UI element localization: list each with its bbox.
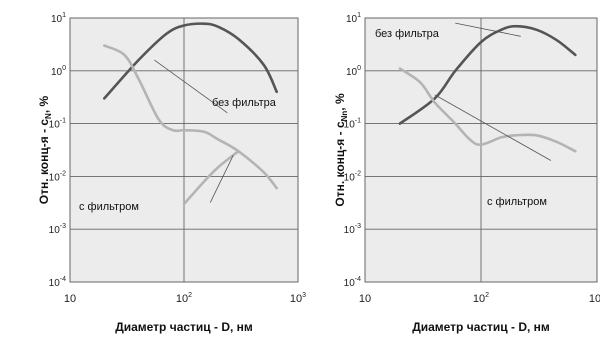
y-tick-label: 101 [51,12,66,25]
series-line-without-filter [103,22,278,100]
x-axis-label-left: Диаметр частиц - D, нм [115,320,253,334]
y-tick-label: 10-4 [49,276,66,289]
annotation-without-filter: без фильтра [375,28,440,40]
series-right [398,24,577,153]
series-line-without-filter [398,24,577,125]
y-tick-label: 10-4 [344,276,361,289]
series-line-with-filter [398,67,577,153]
annotation-leader-line [455,22,521,37]
y-axis-label-left: Отн. конц-я - cN, % [37,95,53,204]
y-axis-label-right: Отн. конц-я - cNn, % [333,93,349,207]
y-tick-label: 10-1 [49,118,66,131]
y-tick-label: 101 [346,12,361,25]
annotation-without-filter: без фильтра [212,97,277,109]
y-tick-label: 10-3 [49,223,66,236]
annotation-leader-line [209,155,234,203]
annotation-leader-line [434,94,552,161]
y-tick-label: 100 [346,65,361,78]
x-tick-label: 10 [64,293,76,305]
x-axis-label-right: Диаметр частиц - D, нм [412,320,550,334]
x-tick-label: 103 [589,292,600,305]
series-left [103,22,278,206]
annotation-leaders-right [434,22,552,161]
y-tick-label: 10-1 [344,118,361,131]
chart-right: 101 100 10-1 10-2 10-3 10-4 10 102 103 без филь… [333,12,600,334]
annotation-leader-line [154,59,228,114]
x-ticks-right: 10 102 103 [359,292,600,305]
x-tick-label: 10 [359,293,371,305]
x-ticks-left: 10 102 103 [64,292,306,305]
annotation-leaders-left [154,59,234,203]
series-line-with-filter [103,44,278,190]
grid-left [70,18,298,282]
series-line-with-filter-branch [182,149,240,206]
y-tick-label: 10-2 [344,170,361,183]
y-tick-label: 10-2 [49,170,66,183]
grid-right [365,18,597,282]
x-tick-label: 103 [290,292,306,305]
y-tick-label: 100 [51,65,66,78]
y-ticks-left: 101 100 10-1 10-2 10-3 10-4 [49,12,66,289]
y-tick-label: 10-3 [344,223,361,236]
annotation-with-filter: с фильтром [79,201,139,213]
chart-left: 101 100 10-1 10-2 10-3 10-4 10 102 103 без филь… [37,12,306,334]
x-tick-label: 102 [473,292,489,305]
y-ticks-right: 101 100 10-1 10-2 10-3 10-4 [344,12,361,289]
x-tick-label: 102 [176,292,192,305]
annotation-with-filter: с фильтром [487,196,547,208]
